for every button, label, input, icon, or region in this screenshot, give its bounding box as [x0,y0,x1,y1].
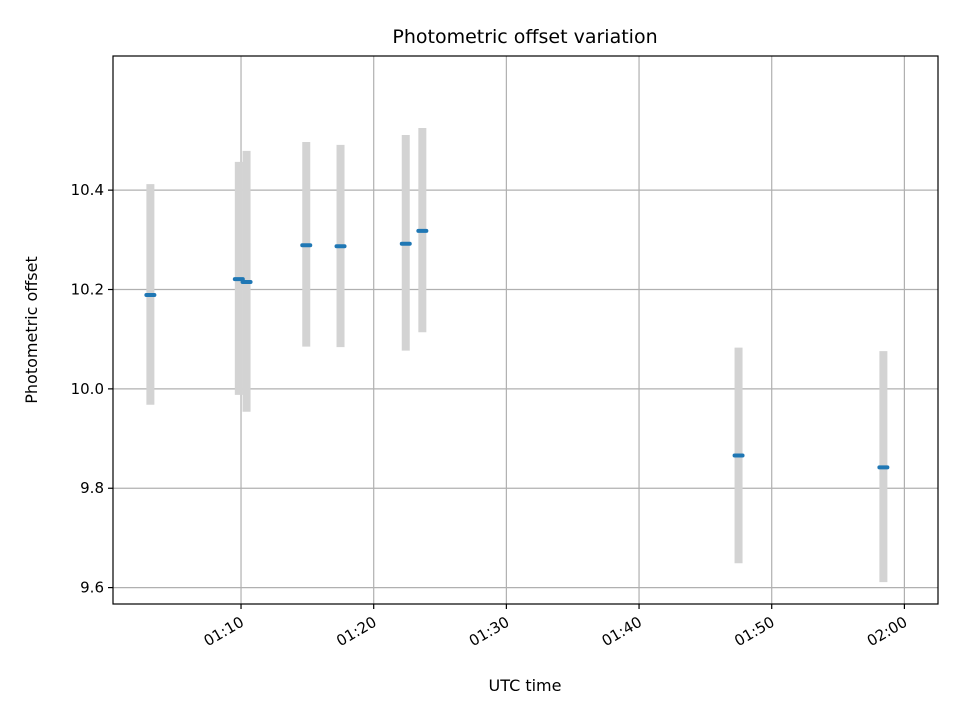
y-tick-label: 9.8 [80,479,104,497]
y-tick-label: 10.0 [71,380,104,398]
x-axis-label: UTC time [489,676,562,695]
y-axis-label: Photometric offset [22,256,41,404]
y-tick-label: 9.6 [80,579,104,597]
y-axis-ticks: 9.6 9.8 10.0 10.2 10.4 [71,181,113,597]
data-markers [144,228,890,470]
chart-title: Photometric offset variation [392,26,657,48]
y-tick-label: 10.4 [71,181,104,199]
plot-frame [112,55,939,605]
y-tick-label: 10.2 [71,281,104,299]
